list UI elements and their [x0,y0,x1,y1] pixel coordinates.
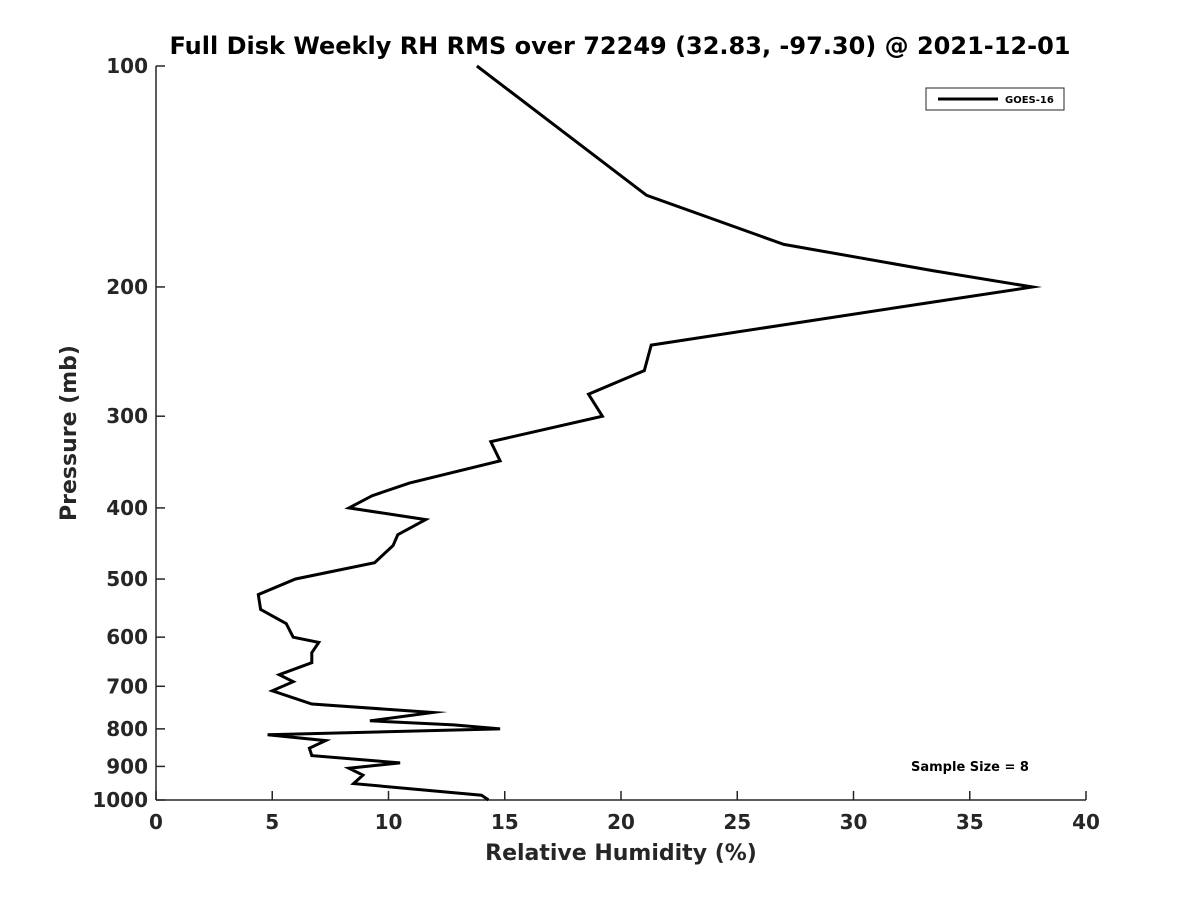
sample-size-annotation: Sample Size = 8 [911,760,1029,775]
legend-label-goes-16: GOES-16 [1005,95,1054,106]
y-tick-label: 700 [106,674,148,698]
y-tick-label: 1000 [92,788,148,812]
x-tick-label: 30 [840,810,868,834]
y-tick-label: 100 [106,54,148,78]
y-tick-label: 200 [106,275,148,299]
y-axis-label: Pressure (mb) [57,345,82,521]
y-tick-label: 500 [106,567,148,591]
x-tick-label: 5 [265,810,279,834]
y-tick-label: 400 [106,496,148,520]
x-tick-label: 25 [723,810,751,834]
y-tick-label: 800 [106,717,148,741]
y-tick-label: 900 [106,754,148,778]
chart-title: Full Disk Weekly RH RMS over 72249 (32.8… [169,32,1070,60]
y-tick-label: 300 [106,404,148,428]
x-ticks: 0 5 10 15 20 25 30 35 40 [149,791,1100,834]
legend: GOES-16 [925,87,1065,111]
x-tick-label: 15 [491,810,519,834]
x-tick-label: 0 [149,810,163,834]
x-tick-label: 35 [956,810,984,834]
series-layer [256,64,1043,802]
x-tick-label: 10 [375,810,403,834]
series-line-goes-16 [256,64,1043,802]
y-ticks: 100 200 300 400 500 600 700 800 900 1000 [92,54,165,812]
x-tick-label: 20 [607,810,635,834]
y-tick-label: 600 [106,625,148,649]
x-tick-label: 40 [1072,810,1100,834]
x-axis-label: Relative Humidity (%) [485,841,757,866]
